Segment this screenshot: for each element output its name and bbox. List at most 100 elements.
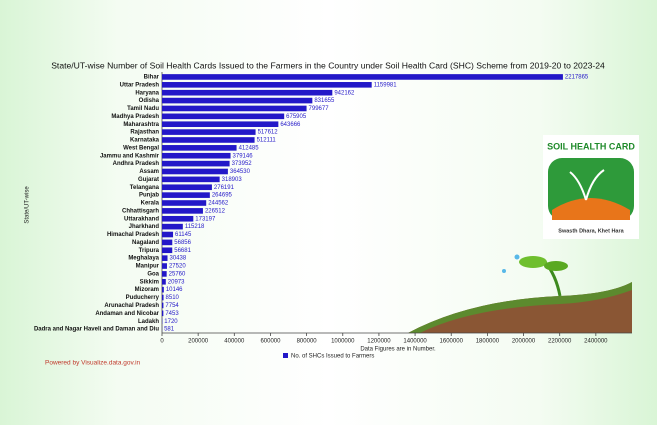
leaf-decoration bbox=[519, 256, 547, 268]
y-tick-label: Jammu and Kashmir bbox=[100, 153, 160, 159]
value-label: 56856 bbox=[174, 240, 191, 246]
bar bbox=[162, 223, 183, 230]
bar bbox=[162, 263, 167, 269]
y-tick-label: Tripura bbox=[139, 248, 160, 254]
y-tick-label: Chhattisgarh bbox=[122, 208, 159, 214]
y-tick-label: Karnataka bbox=[130, 138, 160, 144]
value-label: 1159981 bbox=[374, 82, 398, 88]
y-tick-label: Andaman and Nicobar bbox=[95, 311, 159, 317]
value-label: 942162 bbox=[334, 90, 355, 96]
bar bbox=[162, 82, 372, 88]
bar bbox=[162, 113, 285, 120]
value-label: 27520 bbox=[169, 264, 186, 270]
value-label: 7754 bbox=[165, 303, 179, 309]
drop-decoration bbox=[502, 269, 506, 273]
bar bbox=[162, 302, 164, 309]
value-label: 30438 bbox=[170, 256, 187, 262]
bar bbox=[162, 215, 194, 222]
bar bbox=[162, 160, 230, 167]
value-label: 276191 bbox=[214, 185, 235, 191]
bar bbox=[162, 286, 164, 293]
value-label: 226512 bbox=[205, 208, 226, 214]
x-tick-label: 200000 bbox=[188, 339, 209, 345]
y-tick-label: Maharashtra bbox=[123, 122, 159, 128]
value-label: 20973 bbox=[168, 279, 185, 285]
bar bbox=[162, 145, 237, 151]
value-label: 2217865 bbox=[565, 75, 589, 81]
bar bbox=[162, 137, 255, 143]
chart-title: State/UT-wise Number of Soil Health Card… bbox=[51, 60, 605, 70]
value-label: 379146 bbox=[233, 153, 254, 159]
x-tick-label: 1600000 bbox=[440, 339, 464, 345]
footer: Powered by Visualize.data.gov.in bbox=[45, 360, 141, 367]
bar bbox=[162, 97, 313, 104]
y-tick-label: Gujarat bbox=[138, 177, 159, 183]
legend-label: No. of SHCs Issued to Farmers bbox=[291, 354, 374, 360]
bar bbox=[162, 310, 164, 317]
y-tick-label: Andhra Pradesh bbox=[113, 161, 160, 167]
y-tick-label: Himachal Pradesh bbox=[107, 232, 159, 238]
bar bbox=[162, 121, 279, 128]
x-tick-label: 600000 bbox=[260, 339, 281, 345]
value-label: 799677 bbox=[309, 106, 330, 112]
value-label: 373952 bbox=[232, 161, 253, 167]
y-tick-label: Punjab bbox=[139, 193, 159, 199]
y-tick-label: Rajasthan bbox=[130, 130, 159, 136]
value-label: 244562 bbox=[208, 201, 229, 207]
value-label: 264695 bbox=[212, 193, 233, 199]
bar bbox=[162, 208, 203, 214]
value-label: 517612 bbox=[258, 130, 279, 136]
y-tick-label: Sikkim bbox=[140, 279, 159, 285]
logo-plant bbox=[569, 169, 605, 201]
y-tick-label: Jharkhand bbox=[129, 224, 160, 230]
x-tick-label: 800000 bbox=[297, 339, 318, 345]
legend-swatch bbox=[283, 353, 288, 358]
value-label: 56681 bbox=[174, 248, 191, 254]
y-tick-label: Tamil Nadu bbox=[127, 106, 159, 112]
logo-soil bbox=[552, 198, 630, 220]
value-label: 61145 bbox=[175, 232, 192, 238]
y-tick-label: Ladakh bbox=[138, 319, 159, 325]
bar bbox=[162, 168, 228, 175]
y-tick-label: West Bengal bbox=[123, 145, 159, 151]
y-tick-label: Haryana bbox=[135, 90, 159, 96]
bar bbox=[162, 152, 231, 159]
value-label: 412485 bbox=[239, 145, 260, 151]
bar bbox=[162, 192, 210, 198]
x-tick-label: 1200000 bbox=[367, 339, 391, 345]
value-label: 7453 bbox=[165, 311, 179, 317]
bar bbox=[162, 255, 168, 261]
value-label: 115218 bbox=[185, 224, 205, 230]
y-tick-label: Mizoram bbox=[135, 287, 159, 293]
soil-decoration bbox=[408, 282, 632, 333]
y-tick-label: Uttarakhand bbox=[124, 216, 159, 222]
value-label: 512111 bbox=[257, 138, 277, 144]
y-tick-label: Arunachal Pradesh bbox=[104, 303, 159, 309]
y-tick-label: Goa bbox=[147, 271, 159, 277]
y-tick-label: Odisha bbox=[139, 98, 160, 104]
bar bbox=[162, 89, 333, 96]
drop-decoration bbox=[514, 254, 520, 260]
leaf-decoration bbox=[544, 261, 568, 271]
logo-title: SOIL HEALTH CARD bbox=[547, 141, 635, 151]
grass-decoration bbox=[408, 282, 632, 333]
x-tick-label: 2400000 bbox=[584, 339, 608, 345]
x-tick-label: 1400000 bbox=[403, 339, 427, 345]
value-label: 318903 bbox=[222, 177, 243, 183]
y-tick-label: Nagaland bbox=[132, 240, 159, 246]
value-label: 643666 bbox=[280, 122, 301, 128]
y-tick-label: Puducherry bbox=[126, 295, 160, 301]
y-axis-label: State/UT-wise bbox=[25, 186, 31, 224]
bar bbox=[162, 74, 563, 80]
bar bbox=[162, 294, 164, 301]
y-tick-label: Meghalaya bbox=[128, 256, 159, 262]
bar bbox=[162, 247, 173, 254]
bar bbox=[162, 239, 173, 246]
y-tick-label: Telangana bbox=[130, 185, 160, 191]
logo-tagline: Swasth Dhara, Khet Hara bbox=[558, 228, 624, 234]
x-tick-label: 0 bbox=[160, 339, 164, 345]
y-tick-label: Uttar Pradesh bbox=[120, 82, 160, 88]
x-tick-label: 1000000 bbox=[331, 339, 355, 345]
y-tick-label: Assam bbox=[139, 169, 159, 175]
